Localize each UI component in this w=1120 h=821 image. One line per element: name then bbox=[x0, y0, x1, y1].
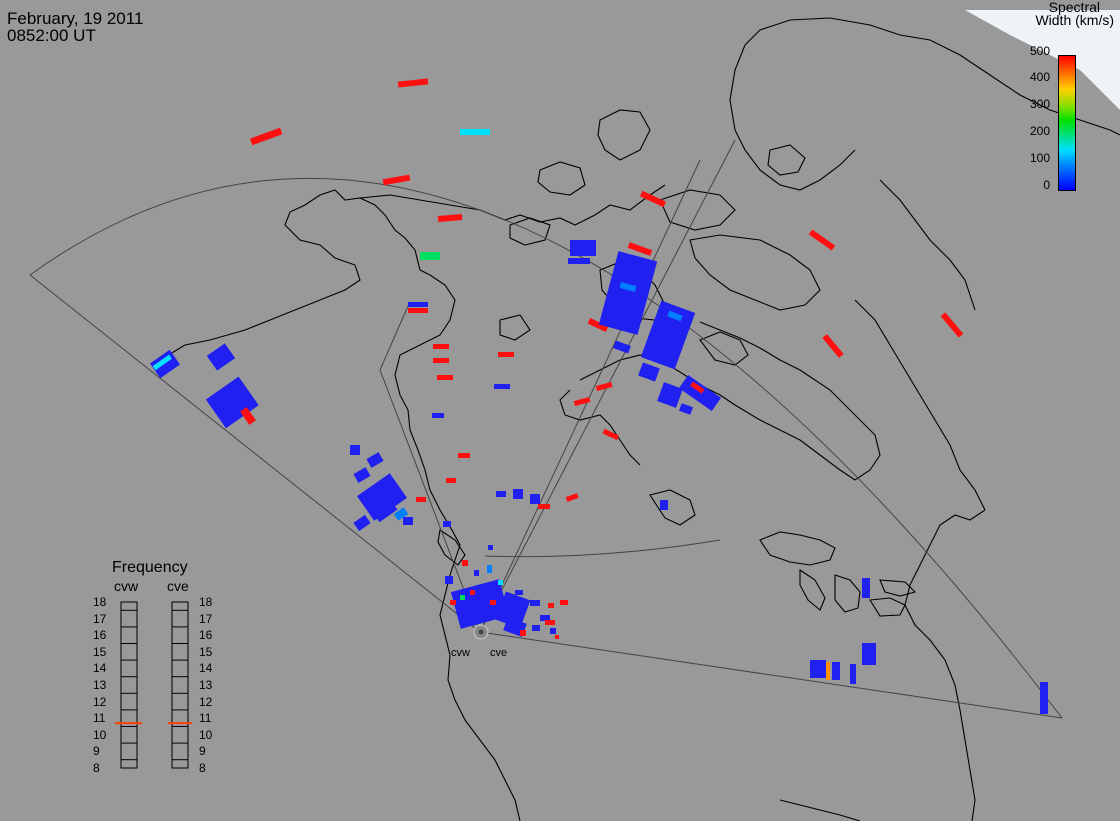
radar-label-cvw: cvw bbox=[451, 647, 470, 659]
frequency-level-left: 14 bbox=[93, 661, 107, 676]
frequency-level-left: 18 bbox=[93, 595, 107, 609]
field-of-view bbox=[29, 139, 1063, 719]
frequency-level-left: 16 bbox=[93, 628, 107, 643]
colorbar-tick: 200 bbox=[1029, 124, 1050, 138]
colorbar-scale bbox=[1058, 55, 1076, 191]
frequency-level-left: 8 bbox=[93, 761, 100, 775]
frequency-level-right: 16 bbox=[199, 628, 213, 643]
frequency-level-right: 10 bbox=[199, 727, 213, 742]
frequency-panels bbox=[120, 601, 189, 769]
colorbar-title-line1: Spectral bbox=[1048, 0, 1100, 15]
frequency-level-right: 14 bbox=[199, 661, 213, 676]
frequency-level-right: 17 bbox=[199, 611, 213, 626]
frequency-level-right: 8 bbox=[199, 761, 206, 775]
colorbar-tick: 500 bbox=[1029, 44, 1050, 58]
frequency-level-left: 13 bbox=[93, 678, 107, 692]
frequency-level-left: 11 bbox=[93, 711, 106, 726]
colorbar-tick: 300 bbox=[1029, 97, 1050, 111]
cve-frequency-marker bbox=[168, 722, 192, 725]
frequency-level-right: 15 bbox=[199, 644, 213, 659]
frequency-level-right: 9 bbox=[199, 744, 206, 759]
frequency-level-right: 13 bbox=[199, 678, 213, 692]
date-label: February, 19 2011 bbox=[7, 9, 144, 28]
cvw-frequency-marker bbox=[115, 722, 142, 725]
colorbar-tick: 400 bbox=[1029, 70, 1050, 84]
time-label: 0852:00 UT bbox=[7, 26, 96, 45]
frequency-level-left: 9 bbox=[93, 744, 100, 759]
frequency-level-left: 17 bbox=[93, 611, 107, 626]
frequency-level-right: 12 bbox=[199, 694, 213, 709]
frequency-level-right: 11 bbox=[199, 711, 212, 726]
frequency-title: Frequency bbox=[112, 559, 188, 576]
frequency-radar-cve: cve bbox=[167, 578, 189, 594]
frequency-radar-cvw: cvw bbox=[114, 578, 139, 594]
radar-sites bbox=[473, 624, 489, 640]
frequency-level-left: 15 bbox=[93, 644, 107, 659]
frequency-level-left: 10 bbox=[93, 727, 107, 742]
scatter-cells bbox=[150, 78, 1048, 714]
colorbar-title-line2: Width (km/s) bbox=[1035, 12, 1114, 28]
frequency-level-right: 18 bbox=[199, 595, 213, 609]
frequency-level-left: 12 bbox=[93, 694, 107, 709]
radar-label-cve: cve bbox=[490, 647, 508, 659]
colorbar-tick: 0 bbox=[1043, 178, 1050, 192]
colorbar-tick: 100 bbox=[1029, 151, 1050, 165]
daylight-region bbox=[965, 10, 1120, 110]
coastlines bbox=[159, 17, 1120, 821]
